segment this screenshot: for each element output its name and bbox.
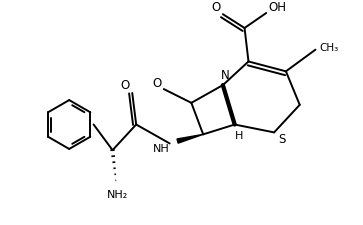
Text: NH: NH <box>153 144 170 154</box>
Text: S: S <box>278 133 286 146</box>
Text: O: O <box>211 1 220 14</box>
Polygon shape <box>177 134 203 143</box>
Text: O: O <box>152 77 161 90</box>
Text: NH₂: NH₂ <box>107 190 128 200</box>
Text: OH: OH <box>268 1 286 14</box>
Text: H: H <box>234 131 243 141</box>
Text: O: O <box>121 79 130 92</box>
Text: N: N <box>220 69 229 82</box>
Text: CH₃: CH₃ <box>320 43 339 53</box>
